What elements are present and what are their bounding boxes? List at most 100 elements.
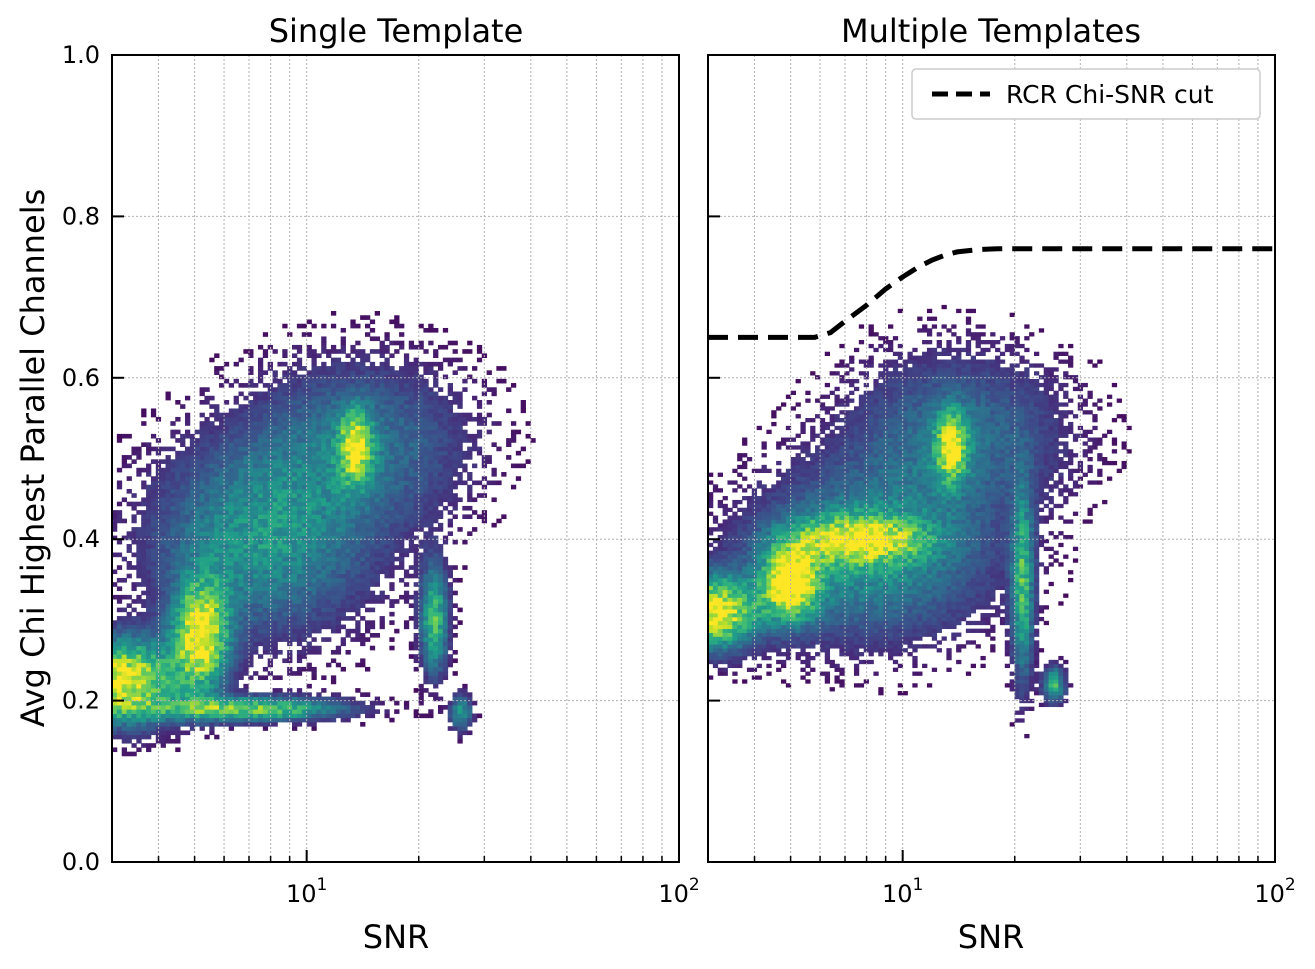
heatmap-cell (126, 709, 132, 714)
heatmap-cell (452, 505, 458, 511)
heatmap-cell (228, 539, 235, 545)
heatmap-cell (189, 616, 196, 621)
heatmap-cell (277, 603, 283, 608)
heatmap-cell (223, 560, 230, 566)
heatmap-cell (428, 675, 434, 681)
heatmap-cell (384, 476, 390, 481)
heatmap-cell (306, 442, 312, 447)
heatmap-cell (360, 399, 366, 405)
heatmap-cell (248, 662, 254, 668)
heatmap-cell (257, 573, 264, 579)
heatmap-cell (146, 641, 152, 647)
heatmap-cell (345, 383, 351, 388)
heatmap-cell (452, 705, 458, 710)
heatmap-cell (350, 522, 356, 528)
heatmap-cell (355, 620, 361, 625)
heatmap-cell (452, 480, 458, 486)
heatmap-cell (413, 421, 419, 426)
heatmap-cell (199, 696, 205, 702)
heatmap-cell (146, 510, 152, 515)
heatmap-cell (165, 730, 171, 736)
heatmap-cell (335, 488, 342, 494)
heatmap-cell (394, 709, 400, 714)
heatmap-cell (136, 683, 142, 689)
heatmap-cell (437, 641, 444, 647)
heatmap-cell (442, 565, 449, 570)
heatmap-cell (384, 421, 390, 426)
heatmap-cell (131, 565, 137, 570)
heatmap-cell (180, 645, 186, 651)
heatmap-cell (355, 391, 361, 397)
heatmap-cell (257, 590, 264, 596)
heatmap-cell (292, 383, 298, 388)
heatmap-cell (423, 349, 429, 354)
heatmap-cell (116, 666, 123, 672)
heatmap-cell (204, 603, 210, 608)
heatmap-cell (389, 455, 395, 460)
heatmap-cell (457, 620, 463, 625)
heatmap-cell (175, 501, 181, 507)
heatmap-cell (253, 455, 259, 460)
heatmap-cell (219, 683, 225, 689)
heatmap-cell (219, 721, 225, 727)
heatmap-cell (374, 518, 380, 524)
heatmap-cell (204, 484, 210, 490)
heatmap-cell (423, 607, 429, 613)
heatmap-cell (146, 658, 152, 664)
heatmap-cell (389, 484, 395, 490)
heatmap-cell (121, 459, 127, 464)
heatmap-cell (141, 624, 147, 630)
heatmap-cell (365, 577, 371, 583)
heatmap-cell (418, 586, 424, 592)
heatmap-cell (121, 683, 127, 689)
heatmap-cell (355, 586, 361, 592)
heatmap-cell (306, 480, 312, 486)
heatmap-cell (228, 544, 235, 549)
heatmap-cell (194, 569, 200, 575)
heatmap-cell (170, 560, 176, 566)
heatmap-cell (428, 624, 434, 630)
heatmap-cell (199, 709, 205, 714)
heatmap-cell (311, 628, 317, 634)
heatmap-cell (243, 442, 249, 447)
heatmap-cell (282, 633, 288, 638)
heatmap-cell (253, 522, 259, 528)
heatmap-cell (248, 455, 254, 460)
heatmap-cell (292, 582, 298, 587)
heatmap-cell (223, 582, 230, 587)
heatmap-cell (379, 493, 385, 498)
heatmap-cell (350, 603, 356, 608)
heatmap-cell (155, 734, 162, 740)
heatmap-cell (150, 603, 157, 608)
heatmap-cell (292, 556, 298, 562)
heatmap-cell (233, 438, 239, 443)
heatmap-cell (442, 675, 449, 681)
heatmap-cell (136, 539, 142, 545)
heatmap-cell (457, 497, 463, 503)
heatmap-cell (116, 577, 123, 583)
heatmap-cell (204, 599, 210, 604)
heatmap-cell (121, 717, 127, 723)
heatmap-cell (399, 463, 405, 469)
heatmap-cell (433, 404, 439, 409)
heatmap-cell (165, 624, 171, 630)
heatmap-cell (360, 472, 366, 477)
heatmap-cell (189, 620, 196, 625)
heatmap-cell (209, 573, 215, 579)
heatmap-cell (316, 544, 322, 549)
heatmap-cell (146, 531, 152, 536)
heatmap-cell (126, 649, 132, 655)
heatmap-cell (311, 404, 317, 409)
heatmap-cell (243, 455, 249, 460)
heatmap-cell (238, 459, 244, 464)
heatmap-cell (238, 442, 244, 447)
heatmap-cell (184, 654, 191, 659)
heatmap-cell (141, 696, 147, 702)
heatmap-cell (345, 717, 351, 723)
heatmap-cell (223, 518, 230, 524)
heatmap-cell (442, 599, 449, 604)
heatmap-cell (170, 527, 176, 532)
heatmap-cell (418, 493, 424, 498)
heatmap-cell (452, 472, 458, 477)
heatmap-cell (228, 696, 235, 702)
